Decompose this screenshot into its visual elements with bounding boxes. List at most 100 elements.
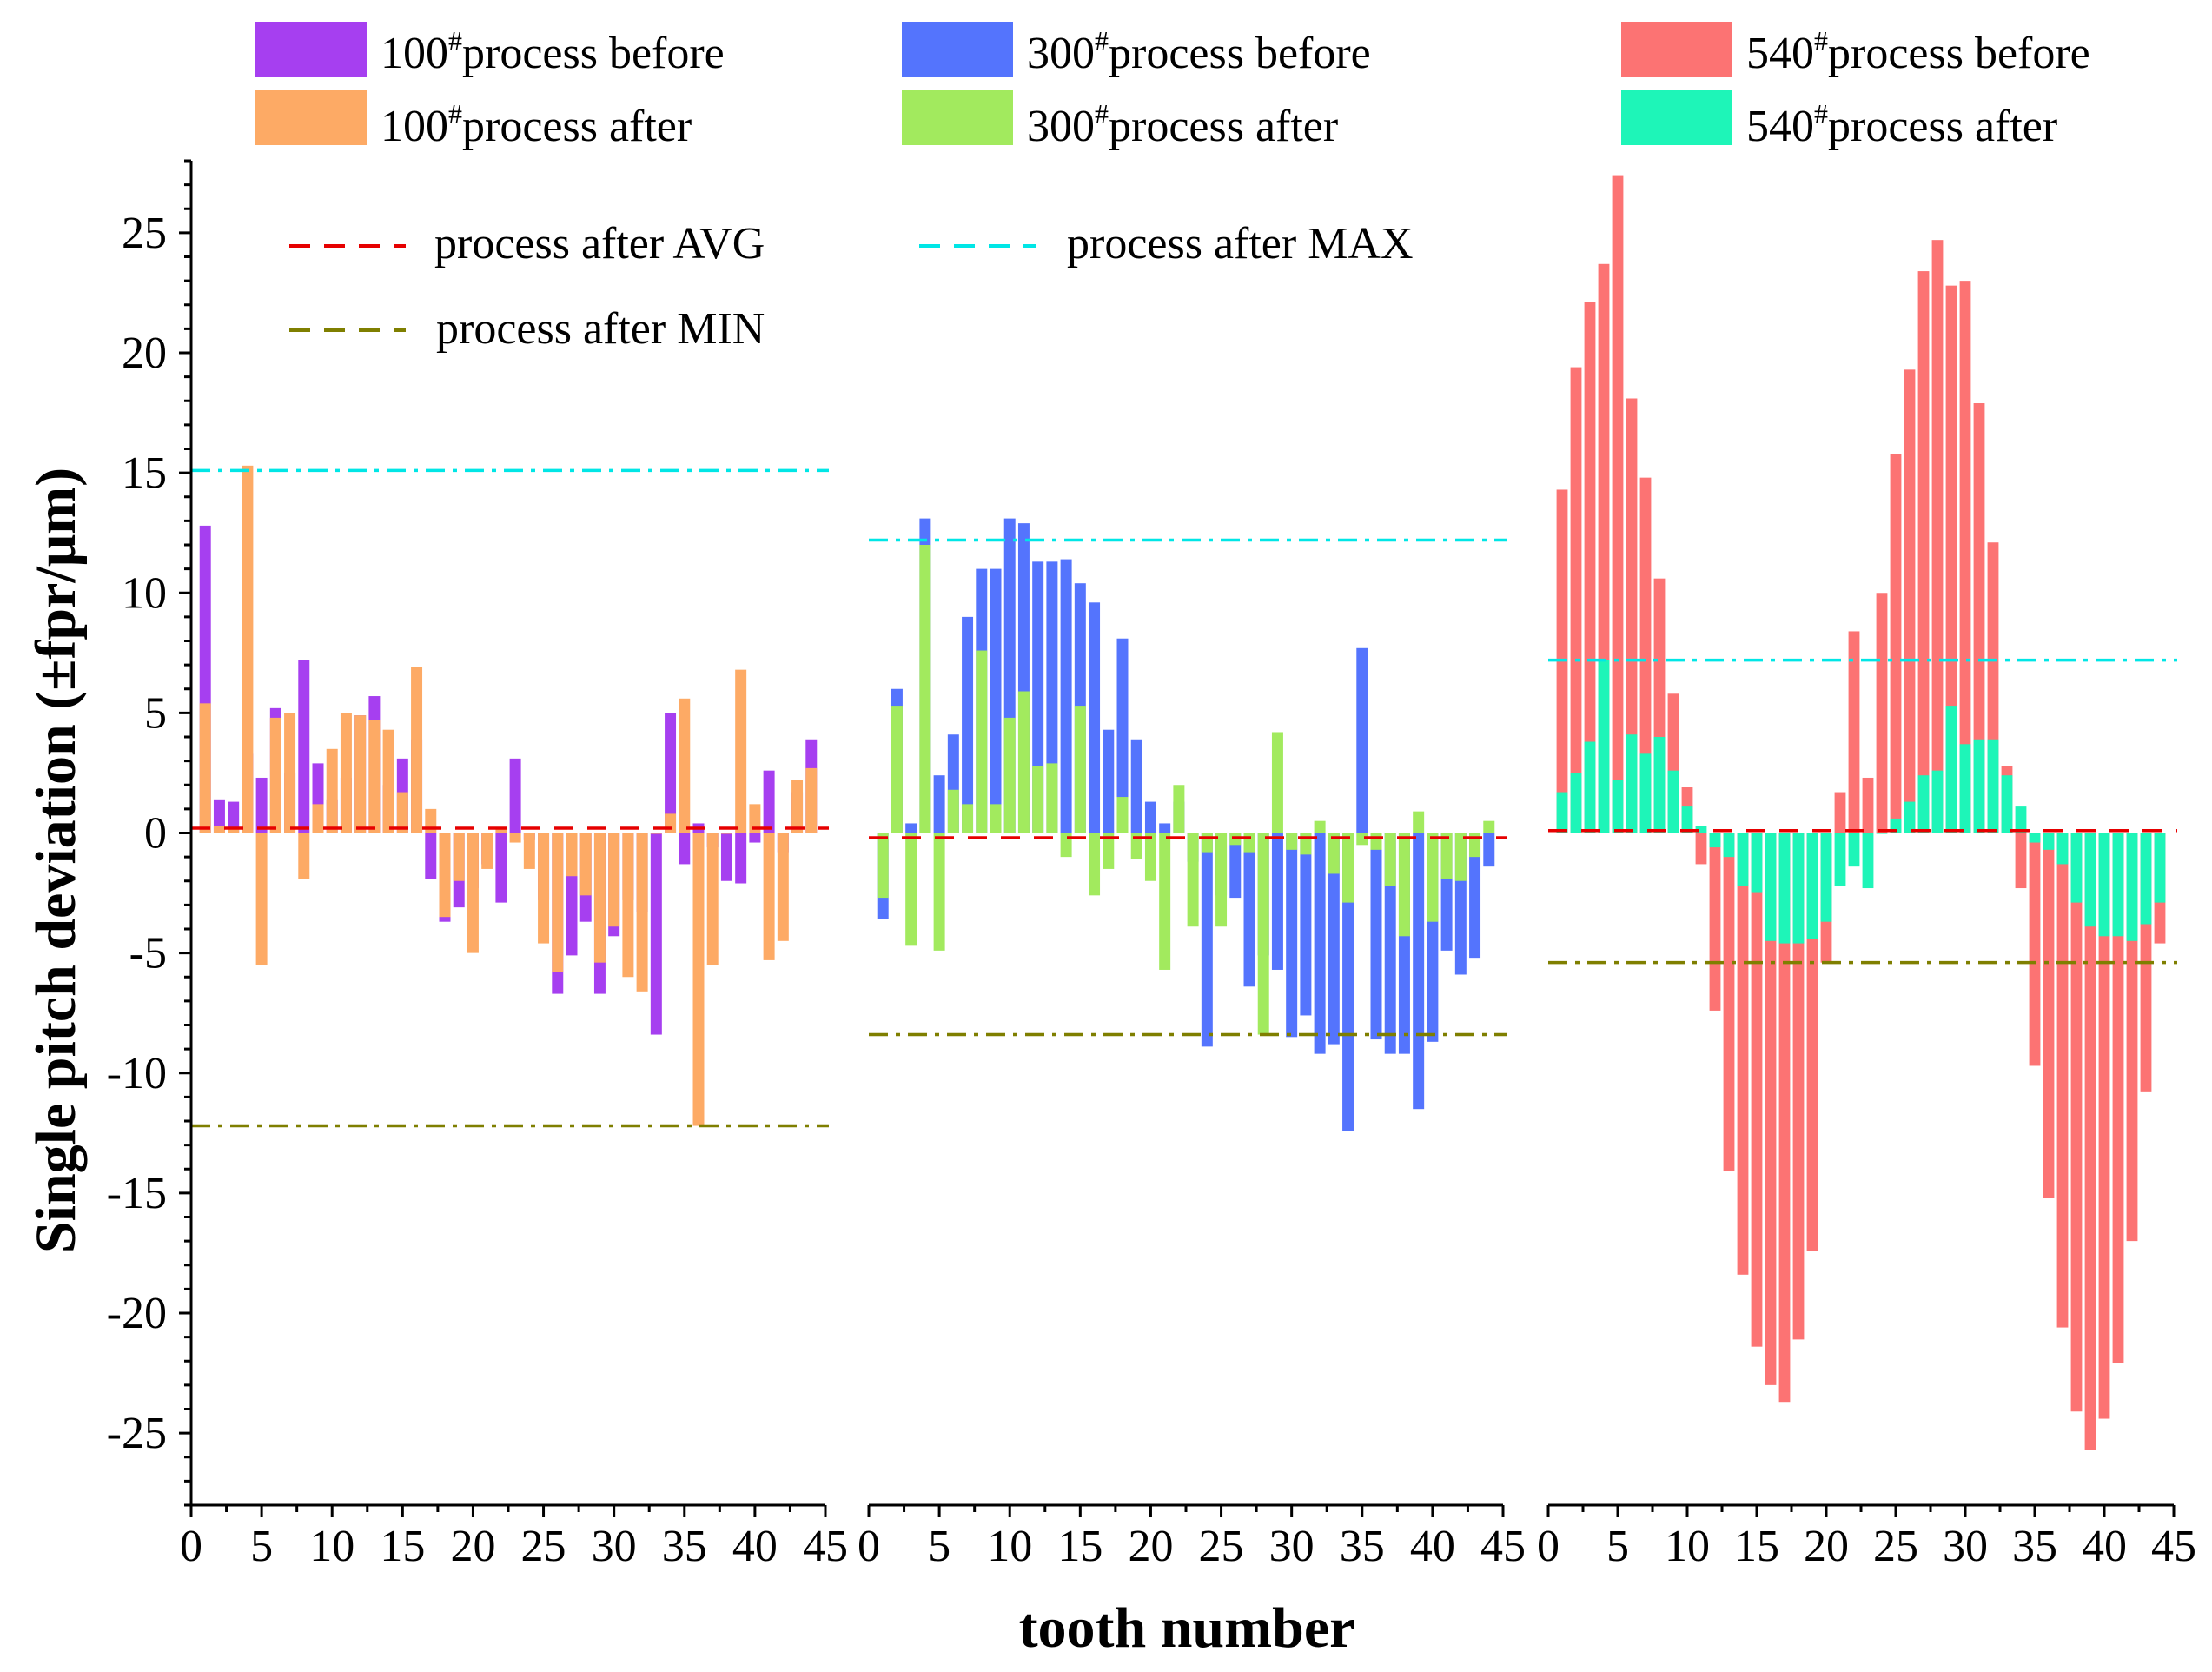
x-tick-label: 30 (1269, 1522, 1315, 1571)
legend-grit: 540 (1746, 29, 1814, 78)
bar (1876, 833, 1888, 834)
bar (1876, 593, 1888, 833)
x-tick-label: 25 (1199, 1522, 1244, 1571)
bar (1089, 833, 1101, 896)
bar (1695, 826, 1707, 833)
bar (2084, 833, 2096, 1450)
legend-series-name: process before (462, 29, 725, 78)
bar (990, 568, 1002, 833)
x-tick-label: 45 (803, 1522, 848, 1571)
bar (763, 833, 775, 960)
x-tick-label: 25 (1873, 1522, 1918, 1571)
x-tick-label: 40 (1410, 1522, 1455, 1571)
x-tick-label: 10 (309, 1522, 354, 1571)
bar (2056, 833, 2069, 865)
x-tick-label: 5 (1606, 1522, 1629, 1571)
bar (1103, 833, 1115, 869)
bar (1584, 741, 1596, 833)
bar (481, 833, 493, 869)
bar (2043, 833, 2055, 1198)
bar (1328, 833, 1340, 874)
x-tick-label: 45 (2151, 1522, 2196, 1571)
bar (326, 748, 338, 833)
bar (228, 801, 240, 833)
bar (1370, 833, 1382, 850)
legend-item-540-before: 540#process before (1621, 22, 2090, 78)
x-tick-label: 15 (1734, 1522, 1779, 1571)
x-tick-label: 20 (450, 1522, 495, 1571)
bar (1626, 734, 1638, 833)
bar (453, 833, 465, 881)
bar (1201, 833, 1213, 853)
bar (1032, 766, 1044, 833)
bar (1271, 732, 1283, 833)
bar (665, 813, 677, 833)
chart-panels: 0 5 10 15 20 25 30 35 40 45 0 5 10 15 20 25 30 35 40 45 0 5 10… (180, 175, 2196, 1571)
bar (1074, 706, 1086, 833)
bar (1778, 833, 1791, 1403)
bar (1723, 833, 1735, 1172)
bar (298, 833, 310, 879)
bar (1483, 833, 1495, 867)
legend-grit: 300 (1027, 29, 1095, 78)
bar (877, 833, 889, 899)
bar (665, 713, 677, 833)
bar (1959, 744, 1971, 833)
x-tick-label: 35 (1340, 1522, 1385, 1571)
bar (2070, 833, 2083, 903)
bar (2098, 833, 2110, 1419)
x-axis-title: tooth number (1019, 1596, 1355, 1660)
bar (1890, 454, 1902, 833)
bar (1469, 833, 1481, 959)
x-tick-label: 5 (928, 1522, 950, 1571)
bar (538, 833, 550, 944)
x-tick-label: 40 (732, 1522, 778, 1571)
legend-series-name: process after (1828, 102, 2057, 151)
bar (1709, 833, 1721, 1011)
bar (1229, 833, 1242, 899)
bar (1356, 833, 1368, 846)
bar (255, 777, 268, 833)
bar (1792, 833, 1805, 944)
y-tick-label: 15 (122, 448, 167, 498)
bar (1806, 833, 1818, 939)
ref-legend-label: process after AVG (434, 219, 765, 269)
bar (608, 833, 620, 927)
bar (2070, 833, 2083, 1412)
bar (947, 789, 959, 833)
bar (720, 833, 732, 881)
legend-swatch (902, 90, 1013, 145)
bar (382, 729, 394, 833)
bar (213, 799, 225, 833)
bar (962, 804, 974, 833)
bar (284, 713, 296, 833)
bar (692, 833, 705, 1126)
bar (1737, 833, 1749, 1275)
bar (2154, 833, 2166, 903)
bar (622, 833, 634, 978)
legend-grit-superscript: # (1095, 98, 1109, 129)
legend-grit: 100 (381, 29, 448, 78)
bar (1848, 833, 1860, 867)
bar (1017, 691, 1030, 833)
bar (1598, 660, 1610, 833)
bar (1653, 737, 1666, 833)
bar (1723, 833, 1735, 858)
bar (933, 833, 945, 951)
ref-legend-label: process after MIN (436, 304, 765, 354)
bar (593, 833, 606, 963)
legend-grit-superscript: # (448, 25, 462, 56)
bar (1413, 833, 1425, 1110)
legend-label: 540#process after (1746, 98, 2057, 151)
bar (2112, 833, 2124, 937)
y-axis-title: Single pitch deviation (±fpr/μm) (24, 468, 88, 1253)
bar (1116, 797, 1129, 833)
bar (439, 833, 451, 918)
ref-legend-item: process after MAX (919, 219, 1414, 269)
bar (891, 706, 903, 833)
y-tick-label: -10 (107, 1049, 167, 1098)
bar (679, 833, 691, 865)
bar (1384, 833, 1396, 886)
bar (749, 804, 761, 833)
